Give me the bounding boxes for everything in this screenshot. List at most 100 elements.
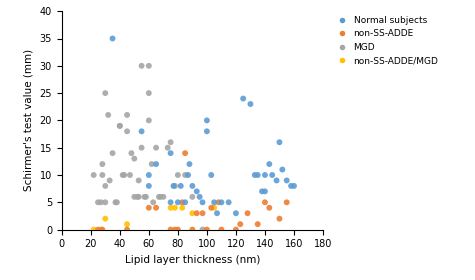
MGD (167, 140, 174, 144)
MGD (148, 162, 155, 166)
non-SS-ADDE (266, 206, 273, 210)
non-SS-ADDE (171, 227, 179, 232)
Normal subjects (193, 189, 200, 194)
Normal subjects (189, 184, 196, 188)
Normal subjects (167, 200, 174, 204)
MGD (145, 91, 152, 95)
Normal subjects (167, 151, 174, 155)
X-axis label: Lipid layer thickness (nm): Lipid layer thickness (nm) (124, 255, 260, 265)
MGD (152, 146, 160, 150)
MGD (138, 64, 145, 68)
Normal subjects (210, 200, 218, 204)
non-SS-ADDE (124, 227, 131, 232)
non-SS-ADDE/MGD (210, 206, 218, 210)
non-SS-ADDE (99, 227, 106, 232)
Normal subjects (208, 173, 215, 177)
MGD (104, 113, 112, 117)
Normal subjects (184, 173, 192, 177)
MGD (128, 151, 135, 155)
non-SS-ADDE (145, 206, 152, 210)
non-SS-ADDE (215, 200, 222, 204)
MGD (97, 200, 104, 204)
Normal subjects (232, 211, 240, 216)
MGD (199, 227, 206, 232)
MGD (135, 195, 142, 199)
non-SS-ADDE (218, 227, 225, 232)
Normal subjects (203, 129, 211, 134)
non-SS-ADDE (261, 200, 269, 204)
Normal subjects (218, 200, 225, 204)
MGD (124, 113, 131, 117)
non-SS-ADDE (199, 211, 206, 216)
non-SS-ADDE/MGD (90, 227, 97, 232)
MGD (141, 195, 148, 199)
MGD (189, 195, 196, 199)
non-SS-ADDE/MGD (97, 227, 104, 232)
MGD (90, 173, 97, 177)
MGD (138, 146, 145, 150)
Normal subjects (225, 200, 232, 204)
Legend: Normal subjects, non-SS-ADDE, MGD, non-SS-ADDE/MGD: Normal subjects, non-SS-ADDE, MGD, non-S… (333, 16, 438, 65)
Normal subjects (287, 184, 295, 188)
MGD (106, 178, 114, 183)
Normal subjects (109, 36, 116, 41)
MGD (135, 178, 142, 183)
non-SS-ADDE (189, 227, 196, 232)
Normal subjects (177, 184, 185, 188)
MGD (157, 195, 164, 199)
non-SS-ADDE (283, 200, 291, 204)
MGD (133, 195, 141, 199)
non-SS-ADDE (254, 222, 261, 227)
MGD (102, 200, 109, 204)
Normal subjects (261, 173, 269, 177)
Normal subjects (196, 195, 203, 199)
MGD (145, 118, 152, 123)
MGD (160, 195, 167, 199)
Normal subjects (283, 178, 291, 183)
MGD (116, 124, 124, 128)
non-SS-ADDE/MGD (102, 216, 109, 221)
MGD (112, 200, 119, 204)
Normal subjects (138, 129, 145, 134)
non-SS-ADDE (276, 216, 283, 221)
Normal subjects (273, 178, 280, 183)
MGD (113, 200, 121, 204)
non-SS-ADDE/MGD (167, 206, 174, 210)
non-SS-ADDE (167, 227, 174, 232)
MGD (181, 173, 189, 177)
non-SS-ADDE (208, 206, 215, 210)
Normal subjects (261, 189, 269, 194)
MGD (124, 129, 131, 134)
MGD (171, 184, 179, 188)
MGD (116, 124, 124, 128)
Normal subjects (268, 173, 276, 177)
Normal subjects (247, 102, 254, 106)
Normal subjects (258, 189, 266, 194)
non-SS-ADDE (237, 222, 244, 227)
MGD (142, 195, 150, 199)
Normal subjects (186, 162, 193, 166)
MGD (131, 195, 138, 199)
non-SS-ADDE (244, 211, 251, 216)
Normal subjects (174, 200, 181, 204)
Normal subjects (152, 162, 160, 166)
Normal subjects (145, 173, 152, 177)
non-SS-ADDE (232, 227, 240, 232)
MGD (155, 195, 163, 199)
MGD (149, 200, 157, 204)
Normal subjects (278, 167, 286, 172)
Normal subjects (213, 211, 221, 216)
Normal subjects (290, 184, 298, 188)
Normal subjects (145, 184, 152, 188)
MGD (145, 64, 152, 68)
MGD (164, 146, 171, 150)
Normal subjects (203, 118, 211, 123)
Y-axis label: Schirmer's test value (mm): Schirmer's test value (mm) (24, 49, 34, 192)
non-SS-ADDE (193, 211, 200, 216)
Normal subjects (181, 200, 189, 204)
non-SS-ADDE (152, 206, 160, 210)
MGD (99, 173, 106, 177)
non-SS-ADDE/MGD (179, 206, 186, 210)
non-SS-ADDE (181, 151, 189, 155)
MGD (99, 162, 106, 166)
